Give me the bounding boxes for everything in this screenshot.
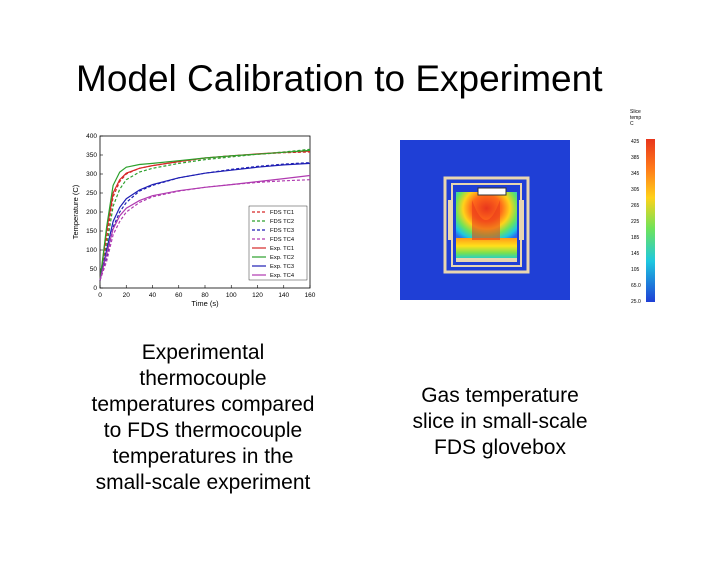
series-line (99, 179, 311, 281)
legend-box (248, 205, 308, 281)
right-caption-line: slice in small-scale (412, 410, 588, 433)
right-caption-line: FDS glovebox (434, 436, 566, 459)
line-chart-svg: 0 20 40 60 80 100 120 140 160 0 50 100 150 200 250 300 3… (71, 133, 316, 308)
colorbar-tick-label: 185 (631, 235, 640, 241)
legend-label: Exp. TC2 (270, 255, 294, 261)
y-tick-label: 300 (86, 171, 97, 178)
slide-title: Model Calibration to Experiment (76, 58, 603, 99)
x-tick-label: 120 (252, 292, 263, 299)
series-line (99, 148, 311, 281)
colorbar-title-line: temp (630, 115, 641, 121)
series-line (99, 174, 311, 281)
temperature-line-chart: 0 20 40 60 80 100 120 140 160 0 50 100 150 200 250 300 3… (70, 130, 320, 312)
x-tick-label: 100 (226, 292, 237, 299)
top-vent (477, 187, 507, 196)
legend-label: FDS TC3 (270, 228, 294, 234)
series-line (99, 162, 311, 281)
gas-temperature-slice (400, 140, 570, 300)
y-tick-label: 250 (86, 190, 97, 197)
colorbar-tick-label: 305 (631, 187, 640, 193)
colorbar-tick-label: 425 (631, 139, 640, 145)
x-tick-label: 40 (149, 292, 157, 299)
right-caption: Gas temperature slice in small-scale FDS… (380, 383, 620, 461)
right-caption-line: Gas temperature (421, 384, 579, 407)
x-tick-label: 60 (175, 292, 183, 299)
legend-label: Exp. TC4 (270, 273, 295, 279)
side-bar-right (519, 200, 524, 240)
y-tick-label: 50 (90, 266, 98, 273)
left-caption-line: thermocouple (139, 367, 267, 390)
left-caption-line: Experimental (141, 341, 265, 364)
colorbar-tick-label: 105 (631, 267, 640, 273)
colorbar-svg: Slice temp C 425 385 345 305 265 225 185 145 105… (630, 109, 655, 305)
colorbar-tick-label: 345 (631, 171, 640, 177)
series-line (99, 162, 311, 281)
series-line (99, 149, 311, 281)
left-caption-line: temperatures compared (91, 393, 315, 416)
y-tick-label: 400 (86, 133, 97, 140)
y-tick-label: 150 (86, 228, 97, 235)
colorbar-tick-label: 225 (631, 219, 640, 225)
y-tick-label: 0 (93, 285, 97, 292)
x-axis-label: Time (s) (191, 299, 219, 308)
colorbar-tick-label: 385 (631, 155, 640, 161)
x-tick-label: 20 (123, 292, 131, 299)
legend-label: Exp. TC3 (270, 264, 294, 270)
legend-label: Exp. TC1 (270, 246, 294, 252)
side-bar-left (448, 200, 453, 240)
x-tick-label: 160 (305, 292, 316, 299)
colorbar-gradient (646, 139, 655, 302)
y-tick-label: 350 (86, 152, 97, 159)
left-caption-line: temperatures in the (112, 445, 294, 468)
plume (472, 200, 500, 240)
colorbar-tick-label: 145 (631, 251, 640, 257)
heatmap-svg (400, 140, 570, 300)
colorbar-tick-label: 65.0 (631, 283, 641, 289)
left-caption-line: to FDS thermocouple (103, 419, 303, 442)
legend-label: FDS TC4 (270, 237, 295, 243)
x-tick-label: 140 (278, 292, 289, 299)
colorbar-title-line: Slice (630, 109, 641, 115)
left-caption-line: small-scale experiment (95, 471, 311, 494)
left-caption: Experimental thermocouple temperatures c… (58, 340, 348, 496)
glovebox-outline (443, 176, 530, 274)
x-tick-label: 80 (201, 292, 209, 299)
legend-label: FDS TC2 (270, 219, 294, 225)
lower-region (456, 238, 517, 258)
y-tick-label: 100 (86, 247, 97, 254)
floor-bar (456, 258, 517, 262)
colorbar-tick-label: 265 (631, 203, 640, 209)
colorbar: Slice temp C 425 385 345 305 265 225 185 145 105… (620, 105, 680, 310)
x-tick-label: 0 (98, 292, 102, 299)
y-tick-label: 200 (86, 209, 97, 216)
legend-label: FDS TC1 (270, 210, 294, 216)
y-axis-label: Temperature (C) (71, 184, 80, 239)
colorbar-tick-label: 25.0 (631, 299, 641, 305)
colorbar-title-line: C (630, 121, 634, 127)
